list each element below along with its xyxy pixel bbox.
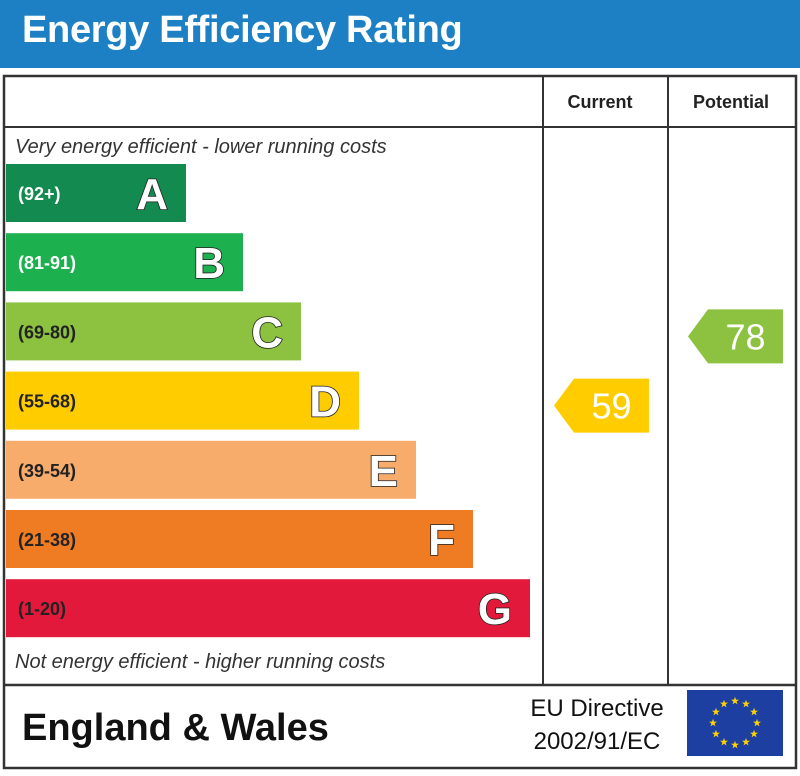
eu-star-icon [720, 699, 728, 708]
band-a-bar [6, 164, 186, 222]
eu-star-icon [711, 729, 720, 738]
eu-star-icon [720, 737, 728, 746]
eu-star-icon [742, 699, 750, 708]
eu-star-icon [750, 729, 759, 738]
band-f-bar [6, 510, 473, 568]
band-e-letter: E [369, 447, 398, 496]
band-g-bar [6, 579, 530, 638]
potential-column-header: Potential [693, 92, 769, 112]
band-f-letter: F [428, 516, 455, 565]
band-d-letter: D [309, 378, 341, 427]
band-a-range: (92+) [18, 184, 61, 204]
band-b-range: (81-91) [18, 253, 76, 273]
eu-flag-icon [687, 690, 783, 756]
band-d-bar [6, 371, 359, 430]
bottom-caption: Not energy efficient - higher running co… [15, 651, 385, 673]
band-g-range: (1-20) [18, 599, 66, 619]
band-c-bar [6, 302, 301, 361]
top-caption: Very energy efficient - lower running co… [15, 136, 387, 158]
band-c-letter: C [251, 308, 283, 357]
band-f-range: (21-38) [18, 530, 76, 550]
eu-star-icon [742, 737, 750, 746]
directive-line-1: EU Directive [530, 695, 663, 722]
potential-score-arrow [688, 309, 783, 364]
band-e-bar [6, 440, 416, 499]
potential-score-value: 78 [725, 316, 765, 357]
current-column-header: Current [567, 92, 632, 112]
region-label: England & Wales [22, 707, 329, 749]
eu-star-icon [709, 718, 717, 727]
eu-star-icon [750, 707, 759, 716]
band-g-letter: G [478, 585, 512, 634]
page-title: Energy Efficiency Rating [22, 9, 463, 51]
eu-star-icon [731, 740, 739, 749]
current-score-arrow [554, 378, 649, 433]
band-a-letter: A [136, 170, 168, 219]
band-b-letter: B [193, 239, 225, 288]
band-e-range: (39-54) [18, 461, 76, 481]
directive-line-2: 2002/91/EC [534, 728, 661, 755]
band-c-range: (69-80) [18, 322, 76, 342]
current-score-value: 59 [591, 386, 631, 427]
score-arrows: 59 78 [554, 309, 783, 433]
band-b-bar [6, 233, 243, 292]
energy-rating-chart: Current Potential Very energy efficient … [2, 74, 798, 770]
rating-bands: (92+) A (81-91) B (69-80) C (55-68) D (39-54) E (2… [6, 164, 530, 638]
band-d-range: (55-68) [18, 392, 76, 412]
header-bar: Energy Efficiency Rating [0, 0, 800, 68]
eu-star-icon [711, 707, 720, 716]
eu-star-icon [731, 696, 739, 705]
eu-star-icon [753, 718, 761, 727]
